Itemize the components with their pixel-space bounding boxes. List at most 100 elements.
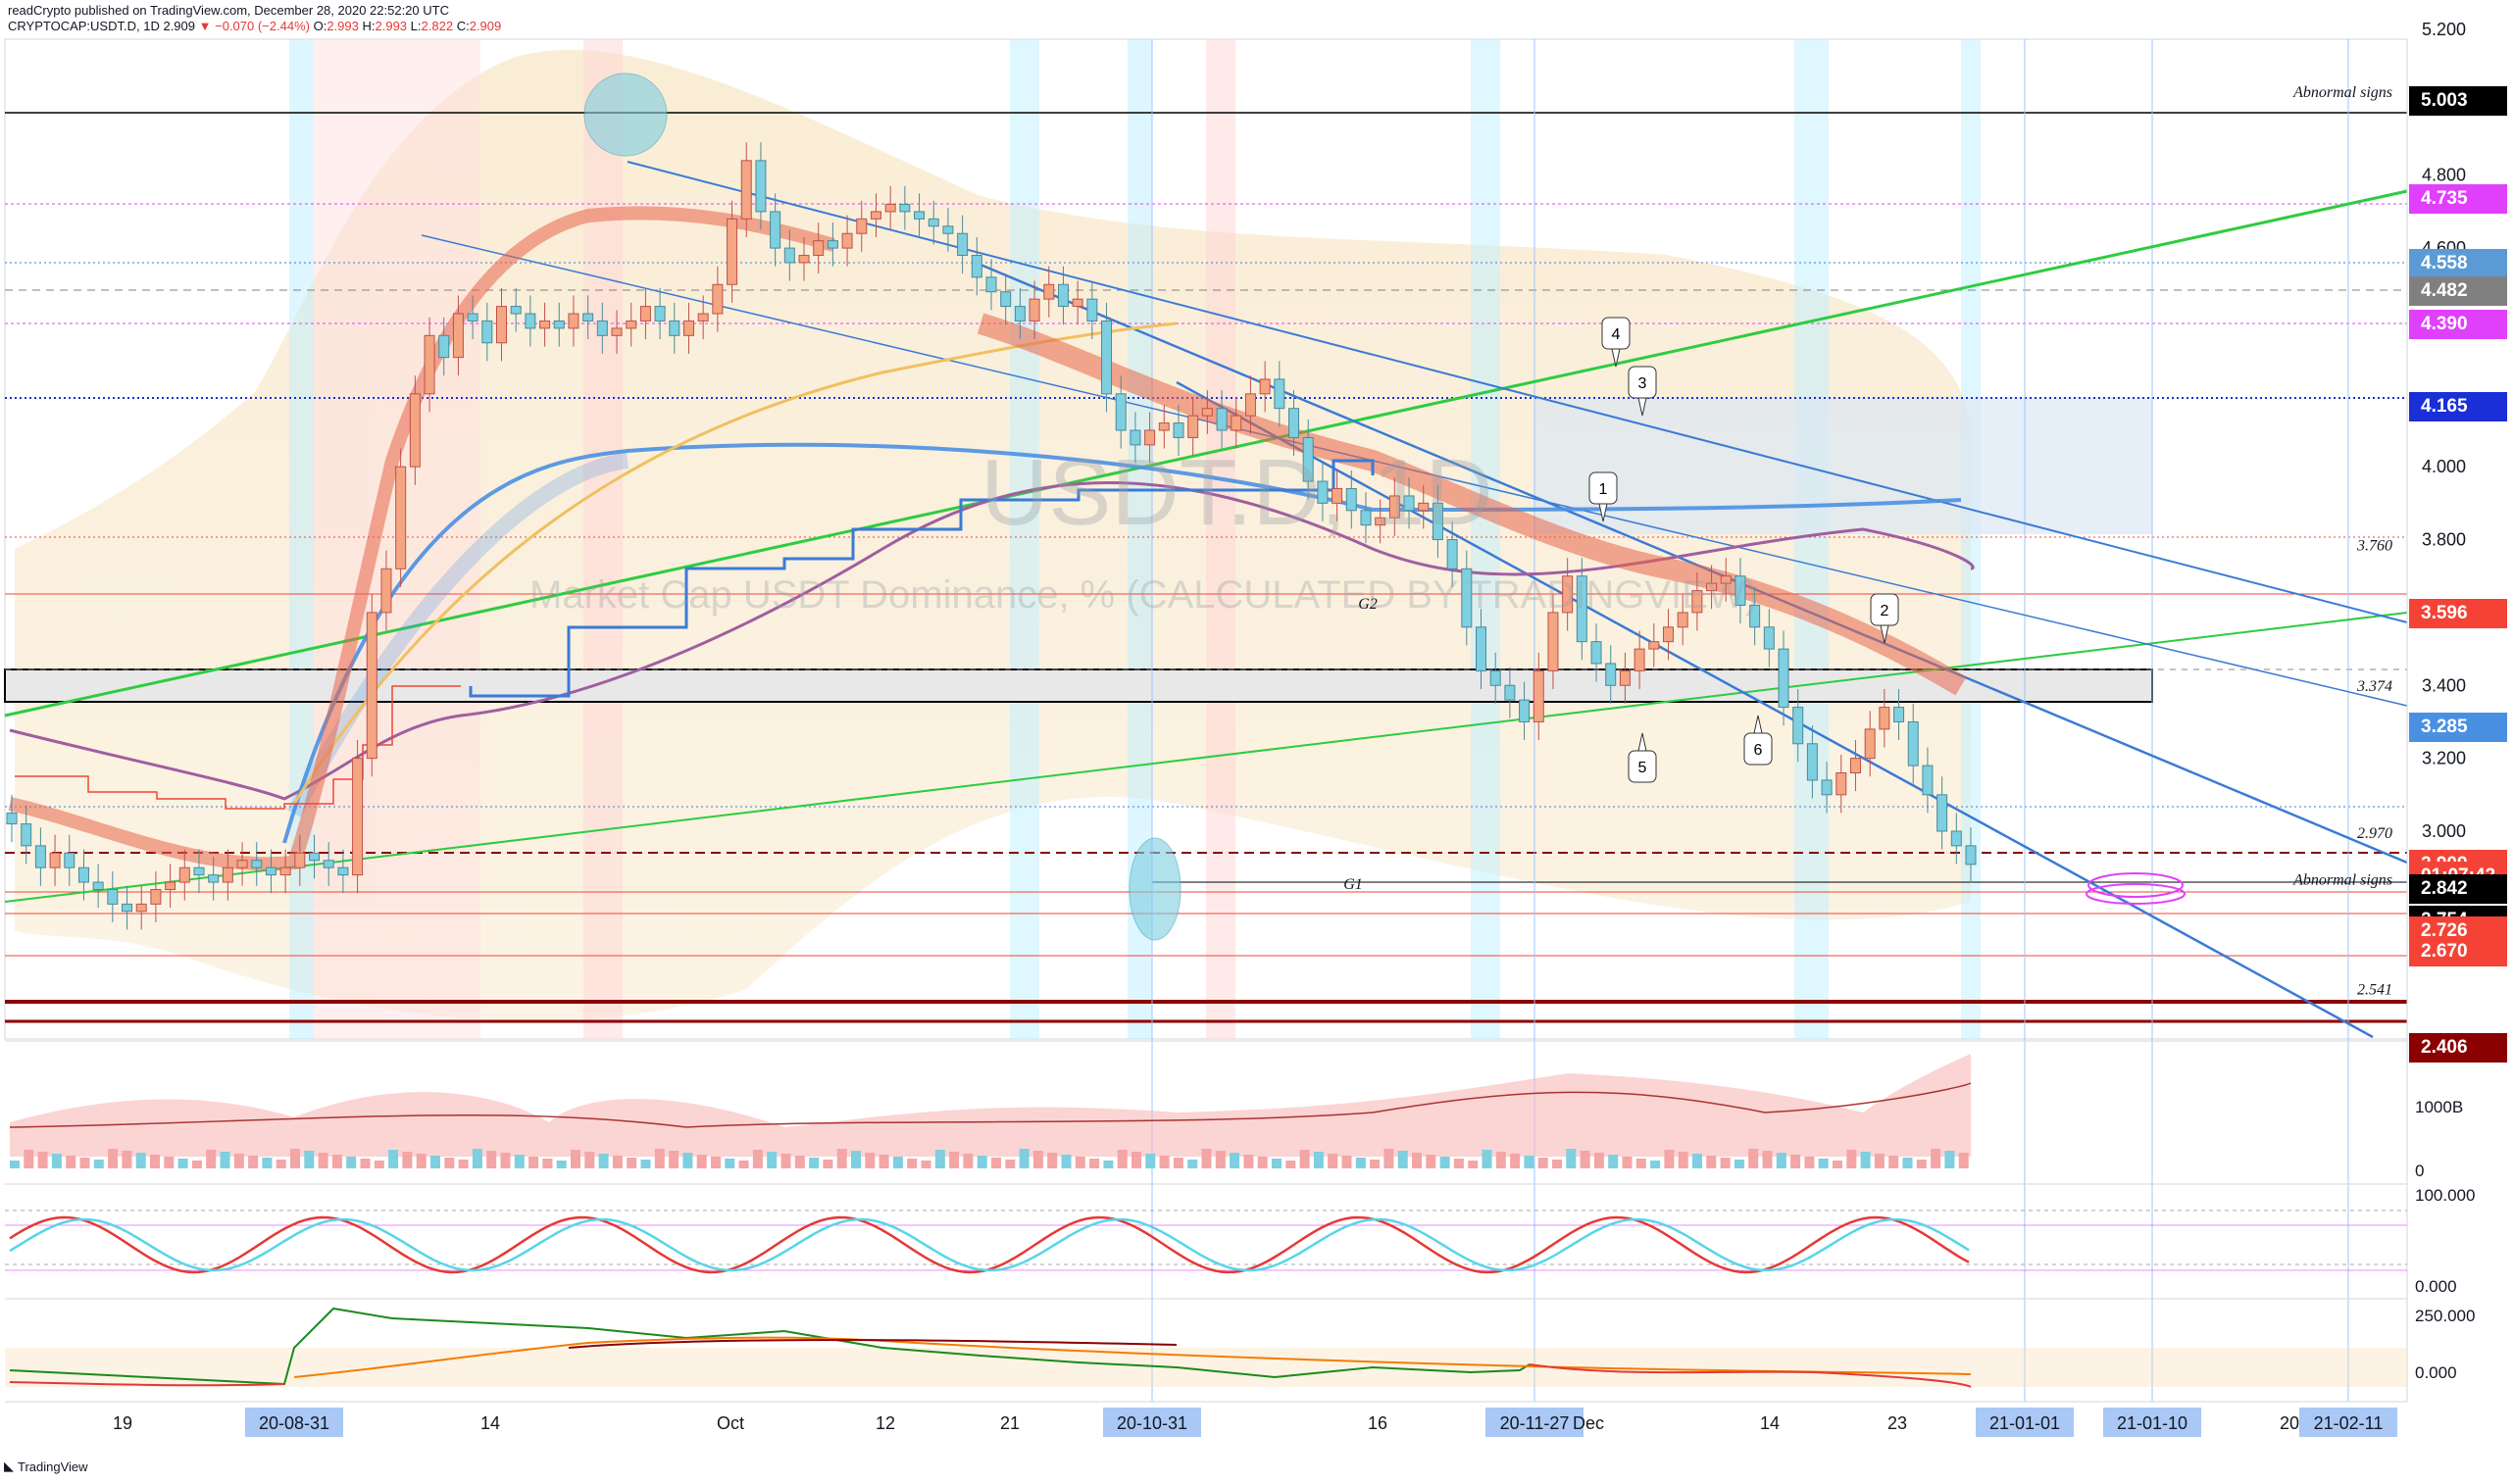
time-tick-box xyxy=(1485,1408,1584,1437)
volume-bar xyxy=(1608,1155,1619,1168)
watermark-description: Market Cap USDT Dominance, % (CALCULATED… xyxy=(529,573,1758,617)
candle-body xyxy=(395,466,407,569)
time-tick-box xyxy=(2103,1408,2201,1437)
volume-bar xyxy=(108,1149,119,1168)
price-tick-label: 4.800 xyxy=(2422,166,2466,185)
candle-body xyxy=(957,232,969,257)
svg-text:0.000: 0.000 xyxy=(2415,1363,2457,1382)
volume-bar xyxy=(248,1156,259,1168)
volume-bar xyxy=(907,1159,918,1168)
candle-body xyxy=(1461,568,1473,628)
volume-bar xyxy=(233,1154,244,1168)
volume-bar xyxy=(164,1157,175,1168)
callout-1[interactable]: 1 xyxy=(1588,471,1618,522)
volume-bar xyxy=(402,1152,413,1168)
time-tick-label: 14 xyxy=(480,1413,500,1433)
candle-body xyxy=(1893,707,1905,722)
candle-body xyxy=(626,320,637,329)
volume-bar xyxy=(1678,1152,1688,1168)
candle-body xyxy=(755,160,767,213)
volume-bar xyxy=(1355,1158,1366,1168)
volume-bar xyxy=(135,1153,146,1168)
volume-bar xyxy=(1833,1161,1842,1168)
symbol-label[interactable]: CRYPTOCAP:USDT.D, 1D xyxy=(8,19,160,33)
candle-body xyxy=(424,334,435,395)
callout-6[interactable]: 6 xyxy=(1743,715,1773,766)
price-label: 5.003 xyxy=(2409,86,2507,117)
time-tick-label: 21 xyxy=(1000,1413,1020,1433)
candle-body xyxy=(525,313,536,329)
candle-body xyxy=(496,306,507,344)
candle-body xyxy=(1619,669,1631,686)
time-axis[interactable]: 19 20-08-31 14 Oct 12 21 20-10-31 16 20-11-27 Dec… xyxy=(113,1408,2397,1437)
tradingview-logo[interactable]: ◣ TradingView xyxy=(4,1459,88,1474)
price-tick-label: 3.400 xyxy=(2422,675,2466,695)
candle-body xyxy=(510,306,522,315)
volume-bar xyxy=(374,1161,384,1168)
candle-body xyxy=(380,568,392,614)
candle-body xyxy=(1446,539,1458,569)
candle-body xyxy=(1187,415,1199,438)
candle-body xyxy=(1533,669,1544,722)
volume-bar xyxy=(416,1154,427,1168)
volume-bar xyxy=(528,1157,539,1168)
price-tick-label: 5.200 xyxy=(2422,20,2466,39)
volume-bar xyxy=(290,1149,300,1168)
volume-bar xyxy=(1552,1160,1562,1168)
candle-body xyxy=(884,203,896,213)
volume-bar xyxy=(1748,1149,1759,1168)
candle-body xyxy=(1821,779,1833,796)
callout-3[interactable]: 3 xyxy=(1628,366,1657,417)
svg-text:100.000: 100.000 xyxy=(2415,1186,2475,1205)
volume-bar xyxy=(220,1152,230,1168)
volume-pane xyxy=(9,1054,1972,1168)
candle-body xyxy=(985,276,997,293)
candle-body xyxy=(1259,378,1271,395)
price-tick-label: 3.000 xyxy=(2422,821,2466,841)
volume-bar xyxy=(331,1155,342,1168)
time-tick-label: 20-08-31 xyxy=(259,1413,329,1433)
tv-logo-text: TradingView xyxy=(18,1459,88,1474)
svg-text:250.000: 250.000 xyxy=(2415,1307,2475,1325)
volume-bar xyxy=(1874,1154,1885,1168)
volume-bar xyxy=(430,1156,440,1168)
candle-body xyxy=(366,612,377,760)
volume-bar xyxy=(1650,1161,1661,1168)
volume-bar xyxy=(1537,1158,1548,1168)
callout-5[interactable]: 5 xyxy=(1628,732,1657,783)
candle-body xyxy=(1849,758,1861,774)
volume-bar xyxy=(1201,1149,1212,1168)
volume-bar xyxy=(1958,1153,1969,1168)
volume-bar xyxy=(1117,1150,1128,1168)
candle-body xyxy=(1043,283,1055,300)
volume-bar xyxy=(262,1158,273,1168)
volume-bar xyxy=(122,1151,132,1168)
time-tick-label: 16 xyxy=(1368,1413,1387,1433)
candle-body xyxy=(740,160,752,220)
candle-body xyxy=(1101,320,1113,395)
ohlc-line: CRYPTOCAP:USDT.D, 1D 2.909 ▼ −0.070 (−2.… xyxy=(8,19,501,33)
candle-body xyxy=(122,903,133,913)
callout-4[interactable]: 4 xyxy=(1601,317,1631,368)
candle-body xyxy=(669,320,680,336)
volume-bar xyxy=(1635,1159,1646,1168)
candle-body xyxy=(1590,641,1602,665)
volume-bar xyxy=(1495,1152,1506,1168)
last-price: 2.909 xyxy=(163,19,196,33)
candle-body xyxy=(971,255,982,278)
candle-body xyxy=(1562,575,1574,614)
volume-bar xyxy=(1790,1155,1801,1168)
candle-body xyxy=(1388,495,1400,519)
volume-bar xyxy=(1285,1161,1296,1168)
callout-2[interactable]: 2 xyxy=(1870,593,1899,644)
callouts: 1 2 3 4 5 6 xyxy=(1588,317,1899,783)
volume-bar xyxy=(1706,1156,1717,1168)
candle-body xyxy=(1029,298,1040,322)
candle-body xyxy=(481,320,493,344)
volume-bar xyxy=(360,1159,371,1168)
price-label: 3.596 xyxy=(2409,599,2507,629)
price-label: 4.558 xyxy=(2409,248,2507,278)
open-label: O: xyxy=(313,19,327,33)
